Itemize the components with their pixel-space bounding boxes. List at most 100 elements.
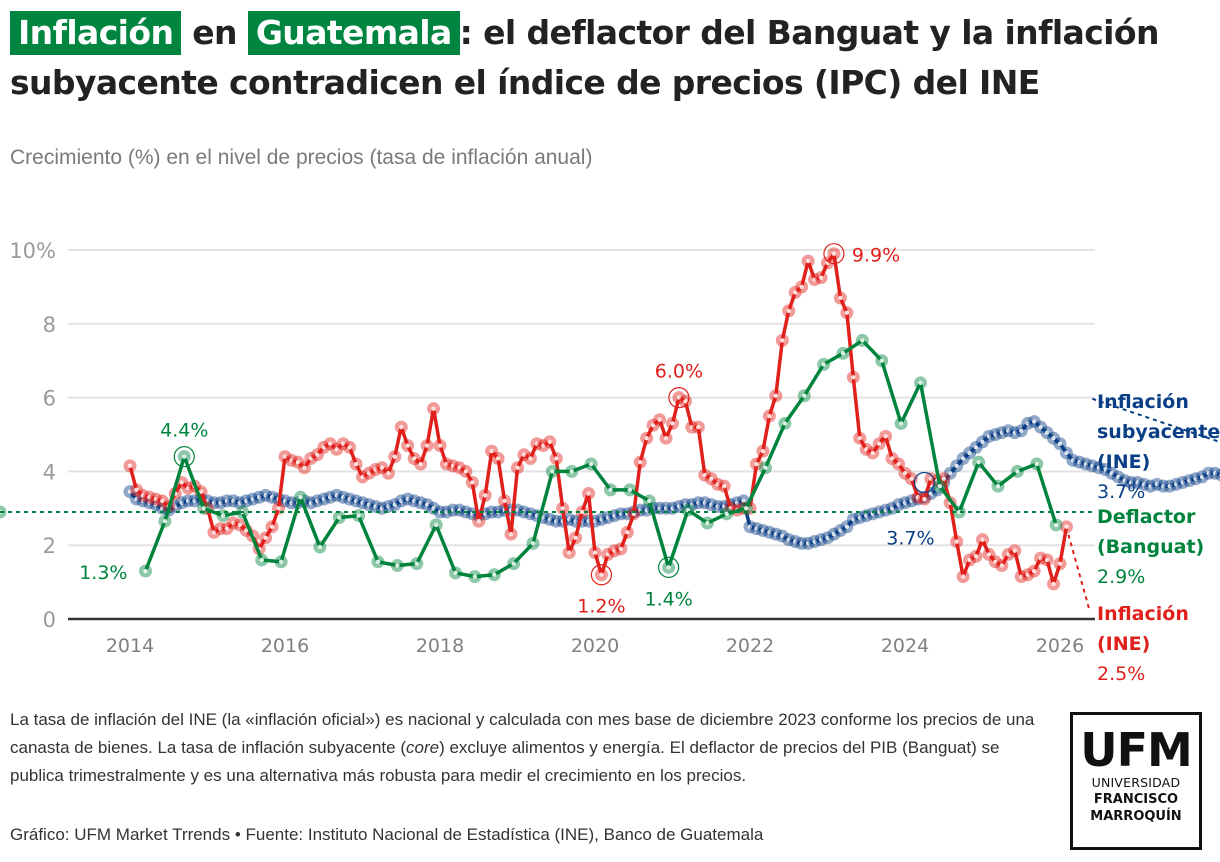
data-point-center [864, 447, 869, 452]
data-point-center [366, 502, 372, 507]
data-point-center [579, 509, 585, 515]
data-point-center [909, 476, 914, 481]
data-point-center [573, 535, 578, 541]
x-tick-label: 2026 [1036, 635, 1084, 657]
logo-line1: UNIVERSIDAD [1091, 775, 1181, 790]
data-point-center [741, 498, 746, 504]
data-point-center [799, 284, 804, 290]
data-point-center [612, 513, 617, 518]
data-point-center [566, 517, 572, 522]
data-point-center [1019, 574, 1024, 579]
chart-title: Inflación en Guatemala: el deflactor del… [10, 8, 1210, 108]
end-label-deflator: Deflactor (Banguat) 2.9% [1097, 506, 1204, 588]
data-point-center [864, 513, 869, 518]
data-point-center [1180, 480, 1185, 485]
data-point-center [954, 539, 959, 544]
data-point-center [1206, 471, 1211, 476]
data-point-center [1025, 572, 1030, 577]
ufm-logo: UFM UNIVERSIDAD FRANCISCO MARROQUÍN [1070, 712, 1202, 850]
data-point-center [334, 493, 339, 498]
data-point-center [1167, 483, 1172, 489]
data-point-center [418, 500, 423, 505]
data-point-center [237, 500, 242, 505]
data-point-center [696, 424, 701, 430]
data-point-center [676, 504, 682, 509]
data-point-center [511, 561, 516, 566]
annotation-ring [913, 471, 935, 494]
line-chart: 0 2 4 6 8 10% 2014 2016 2018 2020 2022 2024 2026 4.4%… [0, 239, 1220, 685]
data-point-center [328, 441, 333, 446]
data-point-center [902, 500, 908, 505]
data-point-center [463, 469, 469, 474]
data-point-center [898, 421, 904, 426]
end-label-core: Inflación subyacente (INE) 3.7% [1097, 391, 1220, 503]
data-point-center [218, 500, 223, 505]
data-point-center [554, 519, 559, 524]
data-point-center [592, 550, 598, 555]
data-point-center [1212, 471, 1218, 476]
title-highlight-guatemala: Guatemala [247, 11, 460, 55]
data-point-center [644, 507, 649, 513]
data-point-center [541, 515, 546, 520]
data-point-center [670, 506, 675, 511]
data-point-center [1034, 461, 1039, 467]
data-point-core [1214, 468, 1220, 482]
data-point-center [1141, 482, 1147, 487]
data-point-center [276, 506, 281, 511]
data-point-center [773, 393, 779, 398]
data-point-center [256, 495, 262, 500]
data-point-center [269, 524, 275, 529]
x-tick-label: 2022 [726, 635, 774, 657]
note-part1: La tasa de inflación del INE (la «inflac… [10, 710, 1035, 757]
data-point-center [201, 506, 206, 511]
data-point-center [760, 448, 766, 454]
data-point-center [780, 533, 785, 539]
data-point-center [433, 522, 439, 528]
data-point-center [612, 548, 617, 553]
data-point-center [231, 520, 236, 526]
data-point-center [550, 469, 555, 474]
data-point-center [289, 500, 294, 505]
chart-source: Gráfico: UFM Market Trrends • Fuente: In… [10, 825, 764, 844]
data-point-center [179, 500, 184, 505]
end-label-ine: Inflación (INE) 2.5% [1097, 603, 1189, 685]
data-point-center [147, 495, 152, 500]
data-point-center [928, 476, 934, 481]
data-point-center [1090, 463, 1095, 469]
x-tick-label: 2014 [106, 635, 154, 657]
data-point-center [747, 506, 753, 511]
x-tick-label: 2018 [416, 635, 464, 657]
data-point-center [298, 495, 303, 500]
data-point-center [647, 498, 652, 504]
series-core [123, 415, 1220, 550]
end-label-name: (Banguat) [1097, 536, 1204, 558]
data-point-center [453, 570, 458, 576]
data-point-center [915, 495, 921, 500]
data-point-center [366, 471, 372, 476]
data-point-center [812, 277, 817, 282]
data-point-center [599, 572, 604, 577]
data-point-center [844, 524, 850, 529]
data-point-center [902, 471, 908, 476]
end-label-name: Inflación [1097, 391, 1189, 413]
data-point-center [321, 496, 326, 502]
data-point-center [492, 572, 497, 577]
data-point-center [444, 461, 449, 467]
y-tick-label: 10% [9, 239, 56, 263]
data-point-center [411, 498, 417, 504]
data-point-center [960, 456, 966, 461]
data-point-center [278, 559, 284, 565]
data-point-center [980, 537, 985, 542]
data-point-center [424, 443, 430, 448]
data-point-center [437, 509, 443, 515]
annotation-ring [823, 243, 845, 265]
data-point-center [483, 493, 488, 498]
data-point-center [259, 557, 264, 563]
data-point-center [1057, 561, 1063, 566]
data-point-center [976, 459, 981, 465]
data-point-center [1015, 469, 1020, 474]
data-point-center [573, 519, 578, 524]
logo-line2: FRANCISCO [1093, 792, 1179, 807]
data-point-center [386, 504, 391, 509]
chart-subtitle: Crecimiento (%) en el nivel de precios (… [10, 146, 593, 169]
